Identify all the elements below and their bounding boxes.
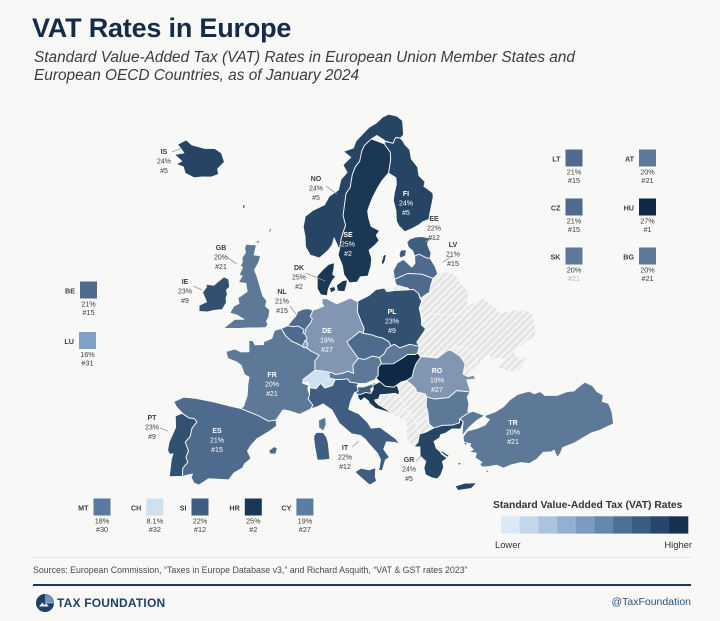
svg-text:#27: #27: [321, 347, 333, 354]
svg-text:SK: SK: [551, 253, 562, 262]
svg-text:#30: #30: [96, 525, 108, 534]
svg-text:DE: DE: [322, 328, 332, 335]
svg-text:20%: 20%: [214, 255, 228, 262]
svg-text:PT: PT: [148, 415, 158, 422]
svg-text:#5: #5: [160, 168, 168, 175]
svg-text:HU: HU: [624, 204, 634, 213]
svg-text:21%: 21%: [446, 252, 460, 259]
svg-text:24%: 24%: [399, 201, 413, 208]
svg-text:NL: NL: [277, 289, 287, 296]
svg-text:19%: 19%: [298, 517, 313, 526]
svg-text:#27: #27: [299, 525, 311, 534]
svg-text:24%: 24%: [309, 186, 323, 193]
svg-text:#2: #2: [295, 284, 303, 291]
svg-text:18%: 18%: [95, 517, 110, 526]
svg-text:IE: IE: [182, 279, 189, 286]
svg-text:#2: #2: [344, 251, 352, 258]
svg-text:CY: CY: [281, 504, 291, 513]
svg-text:MT: MT: [78, 504, 89, 513]
svg-text:#5: #5: [405, 476, 413, 483]
svg-text:BG: BG: [623, 253, 634, 262]
svg-text:Higher: Higher: [664, 539, 692, 550]
svg-text:20%: 20%: [640, 168, 655, 177]
svg-text:#15: #15: [447, 261, 459, 268]
svg-text:PL: PL: [388, 309, 398, 316]
svg-text:#21: #21: [641, 274, 653, 283]
svg-text:HR: HR: [229, 504, 240, 513]
svg-text:21%: 21%: [81, 300, 96, 309]
svg-text:#15: #15: [568, 176, 580, 185]
svg-text:20%: 20%: [265, 382, 279, 389]
svg-text:27%: 27%: [640, 217, 655, 226]
svg-text:RO: RO: [432, 368, 443, 375]
svg-text:#21: #21: [215, 264, 227, 271]
svg-text:#9: #9: [148, 434, 156, 441]
svg-text:24%: 24%: [157, 159, 171, 166]
svg-text:25%: 25%: [246, 517, 261, 526]
svg-text:LU: LU: [64, 337, 74, 346]
svg-text:25%: 25%: [292, 275, 306, 282]
svg-text:Standard Value-Added Tax (VAT): Standard Value-Added Tax (VAT) Rates: [493, 500, 683, 511]
svg-text:19%: 19%: [320, 338, 334, 345]
svg-text:21%: 21%: [567, 168, 582, 177]
svg-text:#12: #12: [428, 235, 440, 242]
svg-text:23%: 23%: [385, 319, 399, 326]
svg-text:IT: IT: [342, 445, 349, 452]
svg-text:SI: SI: [180, 504, 187, 513]
svg-text:BE: BE: [65, 287, 75, 296]
svg-text:GR: GR: [404, 457, 415, 464]
svg-text:16%: 16%: [80, 350, 95, 359]
svg-text:AT: AT: [625, 155, 635, 164]
svg-text:#15: #15: [568, 225, 580, 234]
svg-text:#15: #15: [276, 308, 288, 315]
svg-text:DK: DK: [294, 265, 304, 272]
svg-text:EE: EE: [429, 216, 439, 223]
svg-text:#21: #21: [568, 274, 580, 283]
svg-text:#32: #32: [149, 525, 161, 534]
svg-text:21%: 21%: [567, 217, 582, 226]
svg-text:22%: 22%: [193, 517, 208, 526]
svg-text:#15: #15: [82, 308, 94, 317]
svg-text:#12: #12: [339, 464, 351, 471]
svg-text:#27: #27: [431, 387, 443, 394]
svg-text:20%: 20%: [506, 430, 520, 437]
svg-text:23%: 23%: [145, 425, 159, 432]
svg-text:IS: IS: [161, 149, 168, 156]
svg-text:#12: #12: [194, 525, 206, 534]
svg-text:#21: #21: [266, 391, 278, 398]
svg-text:CZ: CZ: [551, 204, 561, 213]
svg-text:8.1%: 8.1%: [146, 517, 163, 526]
svg-text:NO: NO: [311, 176, 322, 183]
svg-text:#31: #31: [81, 359, 93, 368]
svg-text:SE: SE: [343, 232, 353, 239]
svg-text:20%: 20%: [640, 266, 655, 275]
svg-text:24%: 24%: [402, 467, 416, 474]
svg-text:#5: #5: [402, 210, 410, 217]
svg-text:25%: 25%: [341, 242, 355, 249]
svg-text:21%: 21%: [275, 299, 289, 306]
svg-text:21%: 21%: [210, 438, 224, 445]
svg-text:22%: 22%: [427, 226, 441, 233]
svg-text:22%: 22%: [338, 455, 352, 462]
svg-text:FR: FR: [267, 372, 276, 379]
svg-text:23%: 23%: [178, 289, 192, 296]
svg-text:#5: #5: [312, 195, 320, 202]
svg-text:TR: TR: [508, 420, 517, 427]
svg-text:20%: 20%: [567, 266, 582, 275]
svg-text:LV: LV: [449, 242, 458, 249]
svg-text:#9: #9: [388, 328, 396, 335]
svg-text:#1: #1: [643, 225, 651, 234]
svg-text:Lower: Lower: [495, 539, 521, 550]
svg-text:ES: ES: [212, 428, 222, 435]
svg-text:#15: #15: [211, 447, 223, 454]
svg-text:GB: GB: [216, 245, 227, 252]
svg-text:FI: FI: [403, 191, 409, 198]
svg-text:#9: #9: [181, 298, 189, 305]
svg-text:LT: LT: [552, 155, 561, 164]
svg-text:#21: #21: [641, 176, 653, 185]
svg-text:#2: #2: [249, 525, 257, 534]
svg-text:19%: 19%: [430, 378, 444, 385]
svg-text:#21: #21: [507, 439, 519, 446]
svg-text:CH: CH: [131, 504, 141, 513]
